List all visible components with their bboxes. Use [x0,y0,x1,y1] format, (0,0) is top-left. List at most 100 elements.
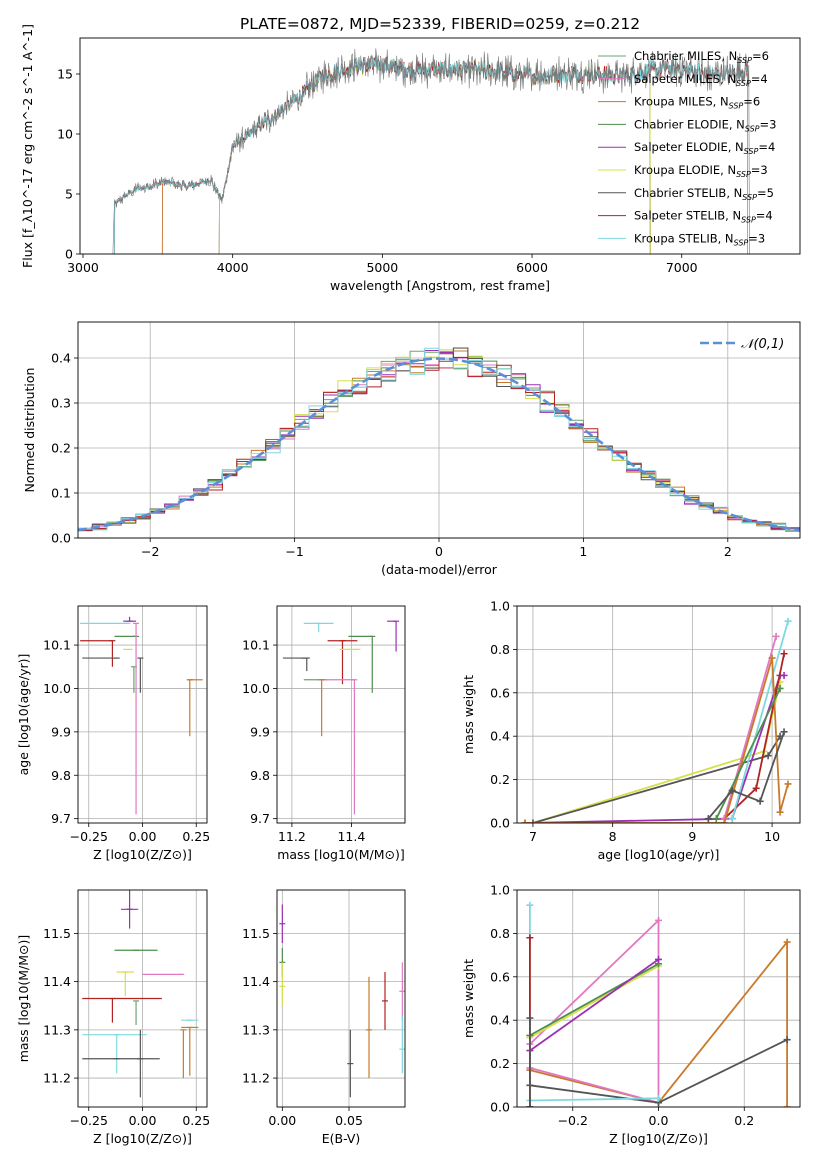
x-tick-label: 11.4 [337,829,365,844]
marks [282,620,400,815]
marks [279,904,405,1098]
y-axis-label: age [log10(age/yr)] [16,654,31,776]
model-spectrum-line [218,56,651,254]
axes-frame [77,889,208,1108]
data-point [772,632,780,640]
y-tick-label: 10 [57,127,73,142]
y-axis-label: mass weight [461,675,476,754]
legend-entry: Salpeter STELIB, NSSP=4 [634,209,773,225]
legend-entry: Kroupa STELIB, NSSP=3 [634,231,765,247]
y-tick-label: 1.0 [490,883,510,898]
axes-frame [516,889,801,1108]
y-tick-label: 10.0 [242,681,270,696]
marks [112,48,751,254]
data-point [655,955,662,963]
data-point [728,786,736,794]
x-tick-label: 0.25 [182,1113,210,1128]
data-point [776,808,784,816]
legend-entry: Chabrier STELIB, NSSP=5 [634,186,774,202]
y-tick-label: 10.0 [43,681,71,696]
y-tick-label: 11.3 [242,1022,270,1037]
x-tick-label: 7000 [666,260,698,275]
data-point [526,934,534,942]
grid [277,890,405,1107]
data-point [752,784,760,792]
legend: Chabrier MILES, NSSP=6 Salpeter MILES, NS… [598,49,776,247]
x-tick-label: 0.2 [734,1113,754,1128]
y-tick-label: 9.9 [51,724,71,739]
y-tick-label: 11.2 [242,1071,270,1086]
x-tick-label: −0.25 [70,829,108,844]
weight-line [707,731,785,820]
y-axis-label: mass [log10(M/M⊙)] [16,935,31,1063]
data-point [776,684,784,692]
y-tick-label: 15 [57,67,73,82]
weight-line [529,963,659,1037]
axes-frame [77,605,208,824]
x-tick-label: 2 [724,544,732,559]
y-tick-label: 0.6 [490,969,510,984]
marks [521,617,792,823]
weight-vs-age-panel: 7 8 9 10 0.0 0.2 0.4 0.6 0.8 1.0 age [log10(age/yr… [461,599,801,862]
data-point [780,650,788,658]
y-tick-label: 9.8 [51,768,71,783]
x-tick-label: 0.05 [335,1113,363,1128]
x-tick-label: 9 [688,829,696,844]
y-tick-label: 1.0 [490,599,510,614]
marks [78,347,800,532]
age-vs-metallicity-panel: −0.25 0.00 0.25 9.7 9.8 9.9 10.0 10.1 Z [log10(Z… [16,605,210,862]
y-axis-label: Flux [f_λ10^-17 erg cm^-2 s^-1 A^-1] [20,24,35,268]
y-tick-label: 0.0 [51,531,71,546]
y-tick-label: 0.2 [490,1056,510,1071]
y-tick-label: 11.2 [43,1071,71,1086]
y-tick-label: 5 [65,187,73,202]
axes-frame [516,605,801,824]
x-tick-label: 3000 [67,260,99,275]
x-axis-label: wavelength [Angstrom, rest frame] [330,278,550,293]
marks [80,616,203,815]
legend-entry: 𝒩(0,1) [741,337,784,352]
data-point [526,1103,534,1107]
x-axis-label: E(B-V) [322,1131,361,1146]
weight-line [529,965,659,1039]
data-point [780,671,788,679]
data-point [768,654,776,662]
marks [82,890,199,1098]
data-point [526,901,534,909]
x-tick-label: 11.2 [278,829,306,844]
weight-line [529,939,788,1107]
y-tick-label: 0 [65,247,73,262]
grid [78,606,207,823]
weight-vs-metallicity-panel: −0.2 0.0 0.2 0.0 0.2 0.4 0.6 0.8 1.0 Z [log10(Z/Z… [461,883,801,1146]
x-tick-label: −1 [285,544,303,559]
legend-entry: Kroupa ELODIE, NSSP=3 [634,163,768,179]
weight-line [529,1097,659,1102]
model-spectrum-line [218,55,651,254]
observed-spectrum-line [112,48,751,254]
y-tick-label: 0.0 [490,816,510,831]
legend-entry: Salpeter MILES, NSSP=4 [634,72,768,88]
y-axis-label: Normed distribution [22,368,37,493]
spectrum-panel: 3000 4000 5000 6000 7000 0 5 10 15 wavelength [An… [20,24,801,293]
grid [277,606,405,823]
x-tick-label: −0.25 [70,1113,108,1128]
x-tick-label: 1 [579,544,587,559]
model-spectrum-line [218,56,651,254]
data-point [783,938,791,946]
x-tick-label: 5000 [366,260,398,275]
y-tick-label: 0.4 [490,729,510,744]
x-axis-label: (data-model)/error [381,562,498,577]
x-tick-label: 0.00 [129,829,157,844]
x-tick-label: −0.2 [558,1113,588,1128]
x-tick-label: 8 [609,829,617,844]
legend-entry: Kroupa MILES, NSSP=6 [634,95,760,111]
x-tick-label: 6000 [516,260,548,275]
x-tick-label: 4000 [217,260,249,275]
y-tick-label: 0.2 [51,441,71,456]
x-tick-label: 10 [764,829,780,844]
y-tick-label: 0.1 [51,486,71,501]
y-tick-label: 9.8 [250,768,270,783]
axes-frame [79,37,801,255]
model-spectrum-line [161,57,748,254]
